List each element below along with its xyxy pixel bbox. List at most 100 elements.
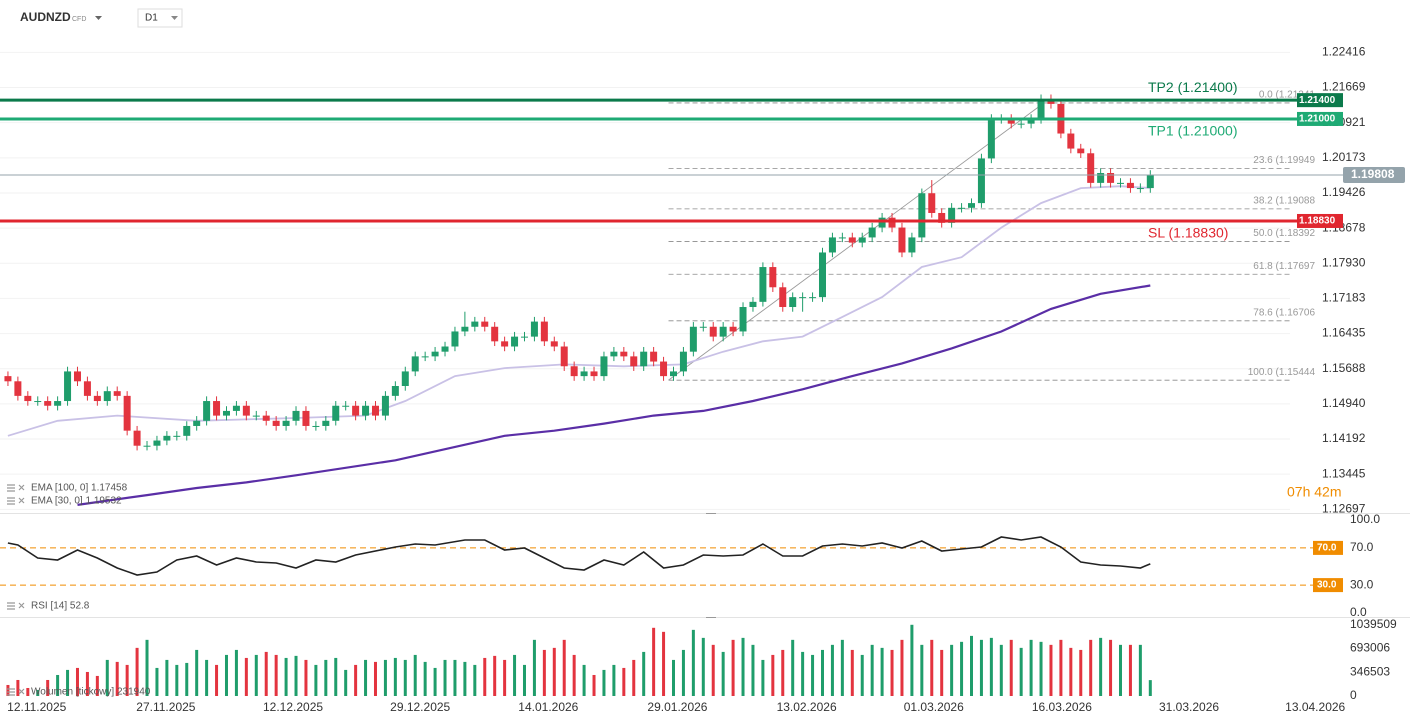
candle-body <box>193 420 201 426</box>
candle-body <box>173 435 181 437</box>
candle-body <box>729 326 737 332</box>
candle-body <box>600 356 608 377</box>
candle-body <box>34 401 42 403</box>
level-tag <box>1297 213 1343 228</box>
volume-bar <box>532 639 536 696</box>
volume-bar <box>175 664 179 696</box>
candle-body <box>590 371 598 377</box>
candle-body <box>352 405 360 416</box>
candle-body <box>967 203 975 208</box>
candle-body <box>73 371 81 382</box>
candle-body <box>958 207 966 209</box>
volume-bar <box>1009 639 1013 696</box>
level-label: SL (1.18830) <box>1148 225 1228 241</box>
candle-body <box>908 237 916 253</box>
volume-bar <box>632 659 636 696</box>
candle-body <box>1117 182 1125 184</box>
candle-body <box>977 158 985 204</box>
volume-bar <box>940 649 944 696</box>
symbol-dropdown[interactable] <box>95 16 102 20</box>
candle-body <box>203 401 211 421</box>
candle-body <box>332 405 340 421</box>
volume-bar <box>811 654 815 696</box>
volume-bar <box>364 659 368 696</box>
volume-bar <box>314 664 318 696</box>
candle-body <box>888 217 896 228</box>
volume-bar <box>155 667 159 696</box>
volume-bar <box>791 639 795 696</box>
volume-bar <box>1099 637 1103 696</box>
candle-body <box>789 297 797 308</box>
volume-bar <box>56 674 60 696</box>
level-label: TP2 (1.21400) <box>1148 79 1238 95</box>
symbol[interactable]: AUDNZD <box>20 10 71 24</box>
candle-body <box>4 376 12 382</box>
volume-bar <box>443 659 447 696</box>
volume-bar <box>671 659 675 696</box>
volume-bar <box>721 651 725 696</box>
level-tag-label: 1.21000 <box>1299 114 1336 125</box>
volume-bar <box>403 659 407 696</box>
candle-body <box>421 356 429 358</box>
candle-body <box>560 346 568 367</box>
candle-body <box>828 237 836 253</box>
volume-bar <box>75 667 79 696</box>
candle-body <box>878 217 886 228</box>
fib-trend-line <box>668 102 1045 381</box>
volume-bar <box>463 661 467 696</box>
candle-body <box>799 297 807 299</box>
x-tick-label: 13.02.2026 <box>777 700 837 714</box>
legend-remove-icon <box>18 497 25 504</box>
countdown: 07h 42m <box>1287 484 1341 500</box>
candle-body <box>858 237 866 243</box>
legend-menu-icon <box>7 484 15 492</box>
y-tick-label: 0.0 <box>1350 605 1367 619</box>
candle-body <box>809 297 817 299</box>
candle-body <box>371 405 379 416</box>
volume-bar <box>1079 649 1083 696</box>
volume-bar <box>46 679 50 696</box>
x-tick-label: 31.03.2026 <box>1159 700 1219 714</box>
candle-body <box>660 361 668 377</box>
candle-body <box>381 395 389 416</box>
volume-bar <box>900 639 904 696</box>
volume-bar <box>145 639 149 696</box>
timeframe-dropdown[interactable] <box>171 16 178 20</box>
y-tick-label: 70.0 <box>1350 540 1374 554</box>
candle-body <box>1027 118 1035 124</box>
candle-body <box>501 341 509 347</box>
candle-body <box>292 410 300 421</box>
x-tick-label: 27.11.2025 <box>136 700 195 714</box>
volume-bar <box>751 644 755 696</box>
candle-body <box>848 237 856 243</box>
volume-bar <box>1039 641 1043 696</box>
volume-bar <box>473 664 477 696</box>
candle-body <box>232 405 240 411</box>
candle-body <box>103 391 111 402</box>
y-tick-label: 1039509 <box>1350 617 1397 631</box>
candle-body <box>282 420 290 426</box>
candle-body <box>411 356 419 372</box>
volume-bar <box>999 644 1003 696</box>
volume-bar <box>840 639 844 696</box>
candle-body <box>342 405 350 407</box>
candle-body <box>312 425 320 427</box>
candle-body <box>391 385 399 396</box>
volume-bar <box>801 651 805 696</box>
volume-bar <box>711 644 715 696</box>
volume-bar <box>662 631 666 696</box>
volume-bar <box>165 659 169 696</box>
fib-level-label: 0.0 (1.21341 <box>1259 90 1316 101</box>
y-tick-label: 1.14940 <box>1322 396 1366 410</box>
y-tick-label: 30.0 <box>1350 577 1374 591</box>
timeframe-box[interactable] <box>137 8 183 28</box>
volume-bar <box>1059 639 1063 696</box>
volume-bar <box>622 667 626 696</box>
legend-entry: RSI [14] 52.8 <box>31 601 90 612</box>
candle-body <box>471 321 479 327</box>
volume-bar <box>850 649 854 696</box>
volume-bar <box>920 644 924 696</box>
volume-bar <box>513 654 517 696</box>
timeframe[interactable]: D1 <box>145 13 158 24</box>
volume-bar <box>433 667 437 696</box>
